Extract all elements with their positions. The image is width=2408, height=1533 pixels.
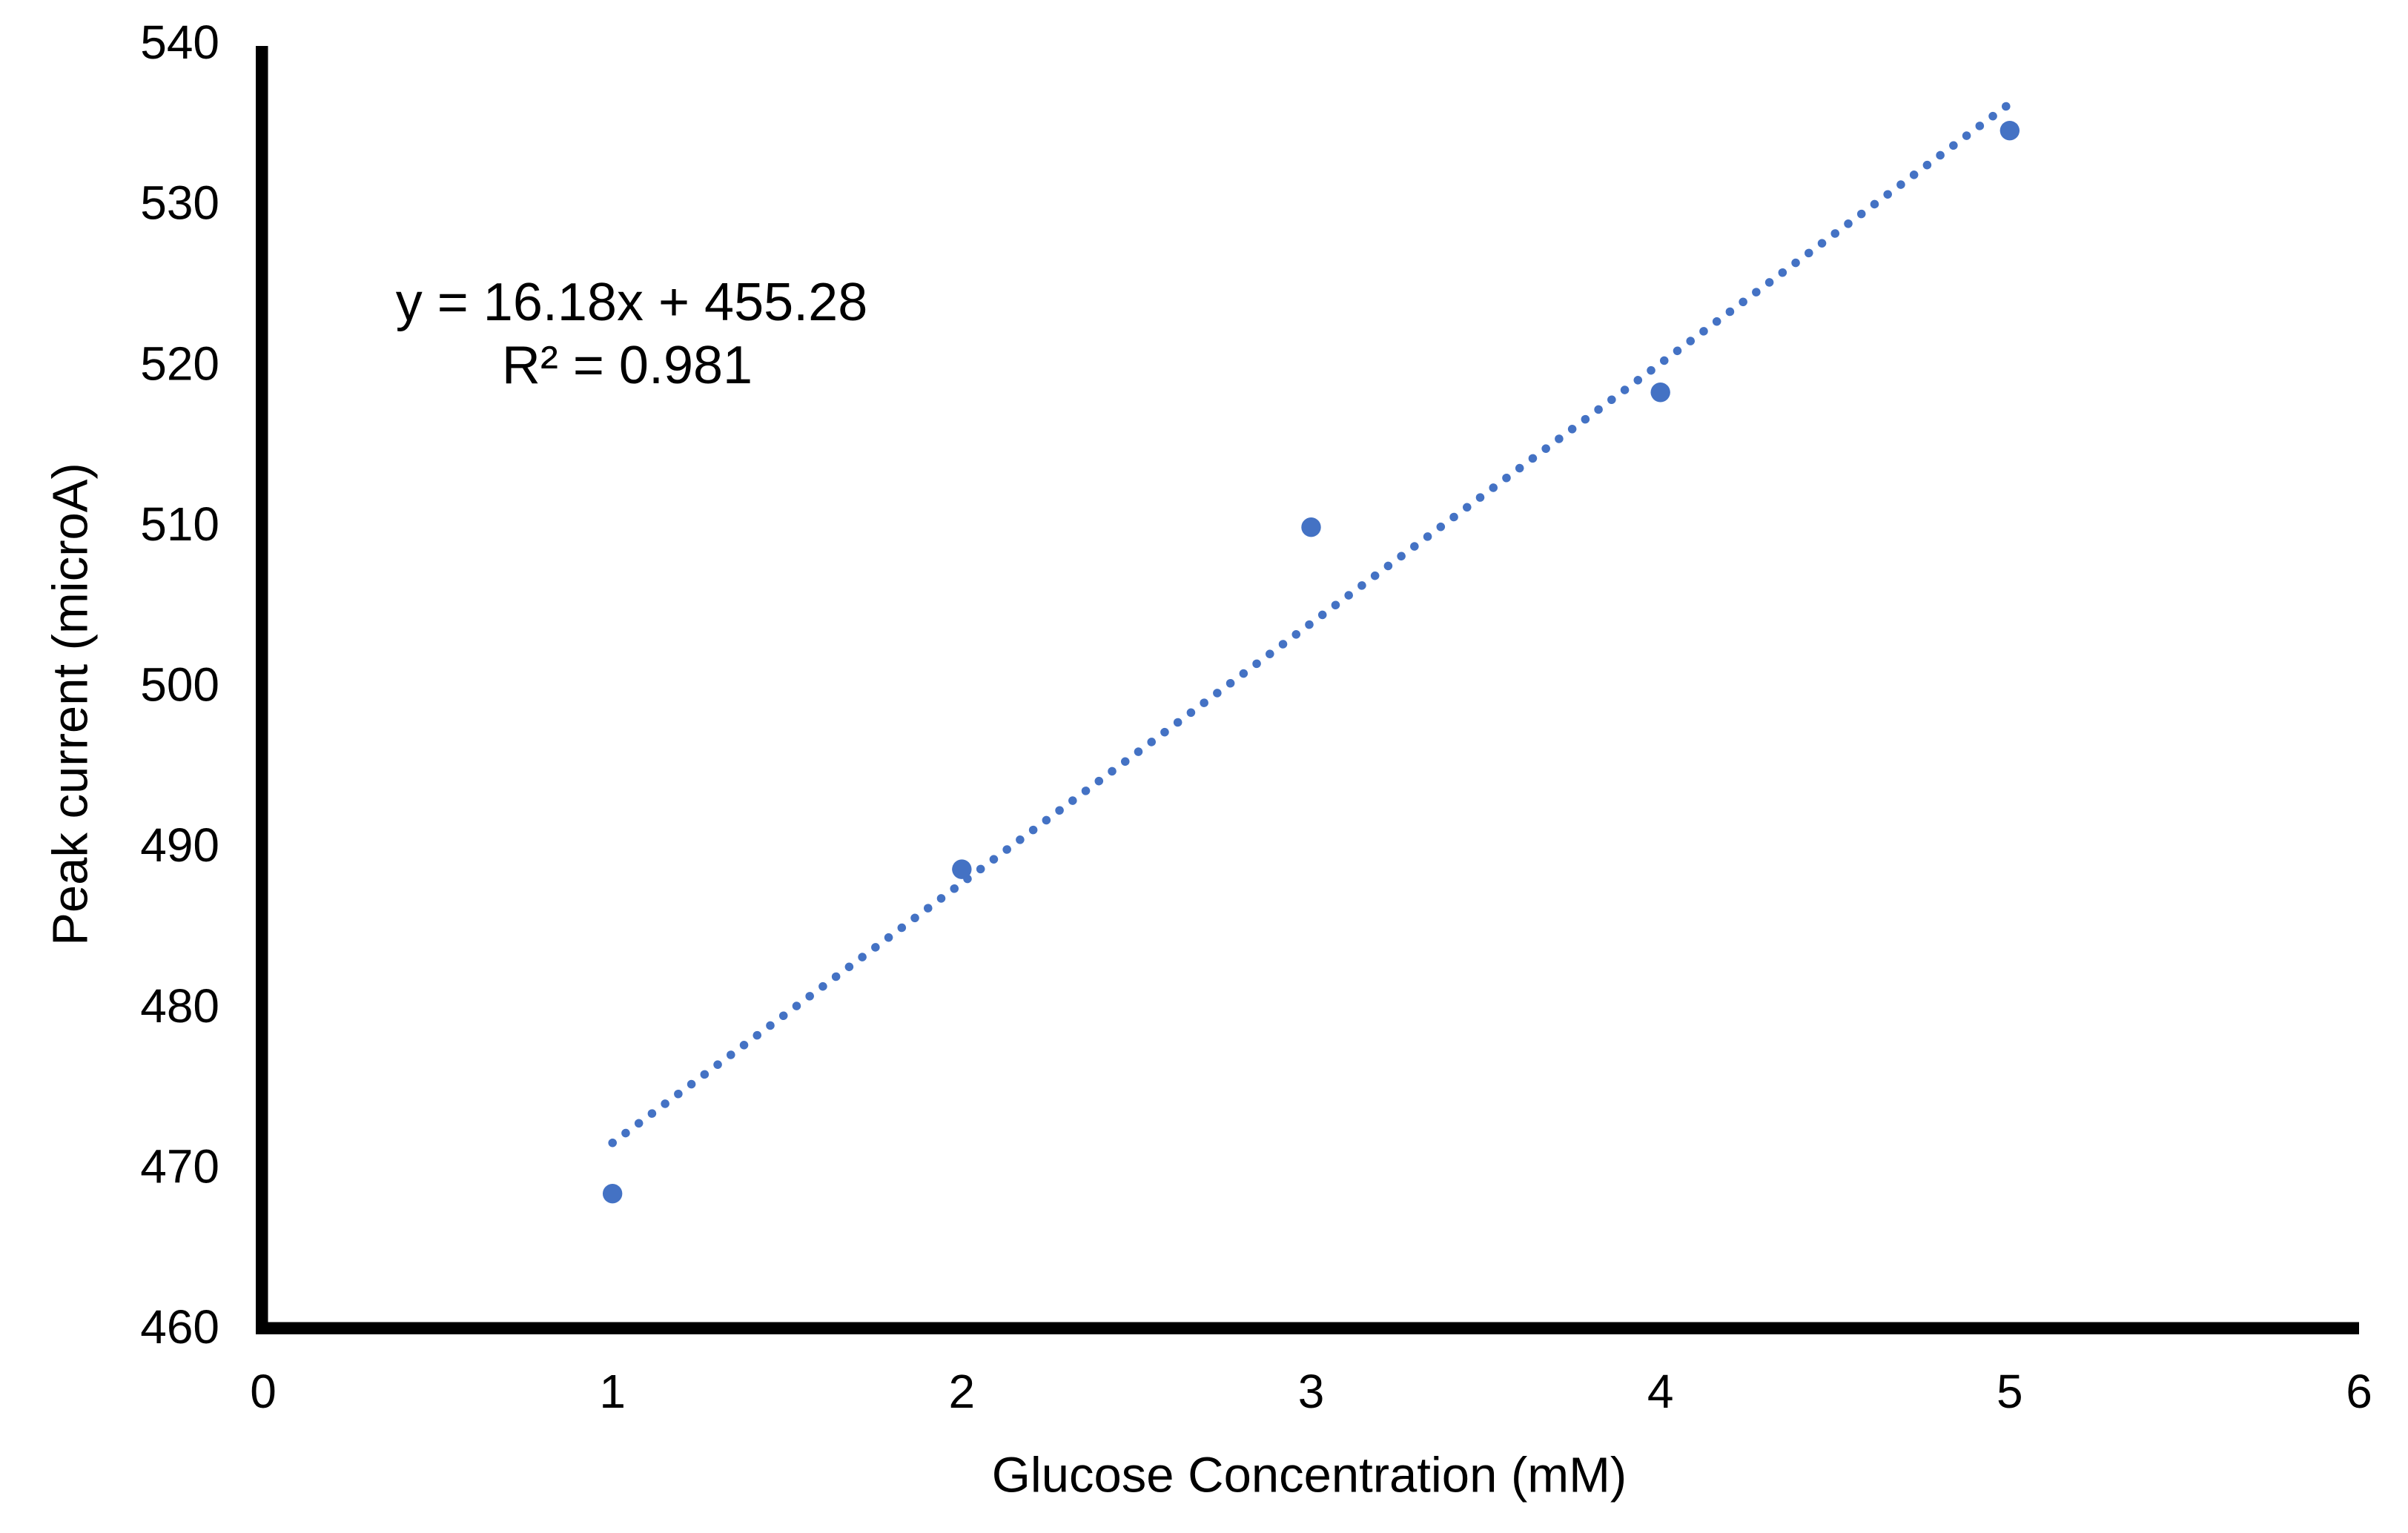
- r-squared-label: R² = 0.981: [502, 336, 752, 395]
- y-tick-label: 530: [140, 176, 219, 230]
- y-tick-label: 510: [140, 497, 219, 551]
- x-tick-label: 5: [1997, 1365, 2023, 1418]
- y-axis-title: Peak current (microA): [43, 463, 99, 946]
- axes: [256, 46, 2359, 1334]
- y-tick-label: 470: [140, 1139, 219, 1193]
- data-point: [1301, 517, 1321, 537]
- y-tick-label: 460: [140, 1300, 219, 1354]
- data-point: [2000, 120, 2020, 141]
- x-tick-label: 3: [1298, 1365, 1325, 1418]
- x-tick-label: 4: [1647, 1365, 1674, 1418]
- trendline-equation-label: y = 16.18x + 455.28: [396, 273, 868, 332]
- y-tick-label: 540: [140, 16, 219, 69]
- y-axis-line: [256, 46, 268, 1334]
- scatter-points: [602, 120, 2020, 1204]
- y-axis-tick-labels: 460 470 480 490 500 510 520 530 540: [140, 16, 219, 1354]
- data-point: [1650, 383, 1670, 403]
- y-tick-label: 490: [140, 818, 219, 872]
- data-point: [602, 1184, 623, 1204]
- x-tick-label: 2: [949, 1365, 976, 1418]
- trendline-group: [608, 99, 2014, 1148]
- x-axis-line: [256, 1322, 2359, 1334]
- x-tick-label: 0: [250, 1365, 277, 1418]
- x-axis-tick-labels: 0 1 2 3 4 5 6: [250, 1365, 2372, 1418]
- y-tick-label: 520: [140, 337, 219, 390]
- x-tick-label: 6: [2346, 1365, 2372, 1418]
- x-tick-label: 1: [599, 1365, 626, 1418]
- data-point: [952, 859, 972, 879]
- y-tick-label: 480: [140, 979, 219, 1033]
- x-axis-title: Glucose Concentration (mM): [992, 1448, 1627, 1503]
- y-tick-label: 500: [140, 658, 219, 712]
- trendline: [608, 99, 2014, 1148]
